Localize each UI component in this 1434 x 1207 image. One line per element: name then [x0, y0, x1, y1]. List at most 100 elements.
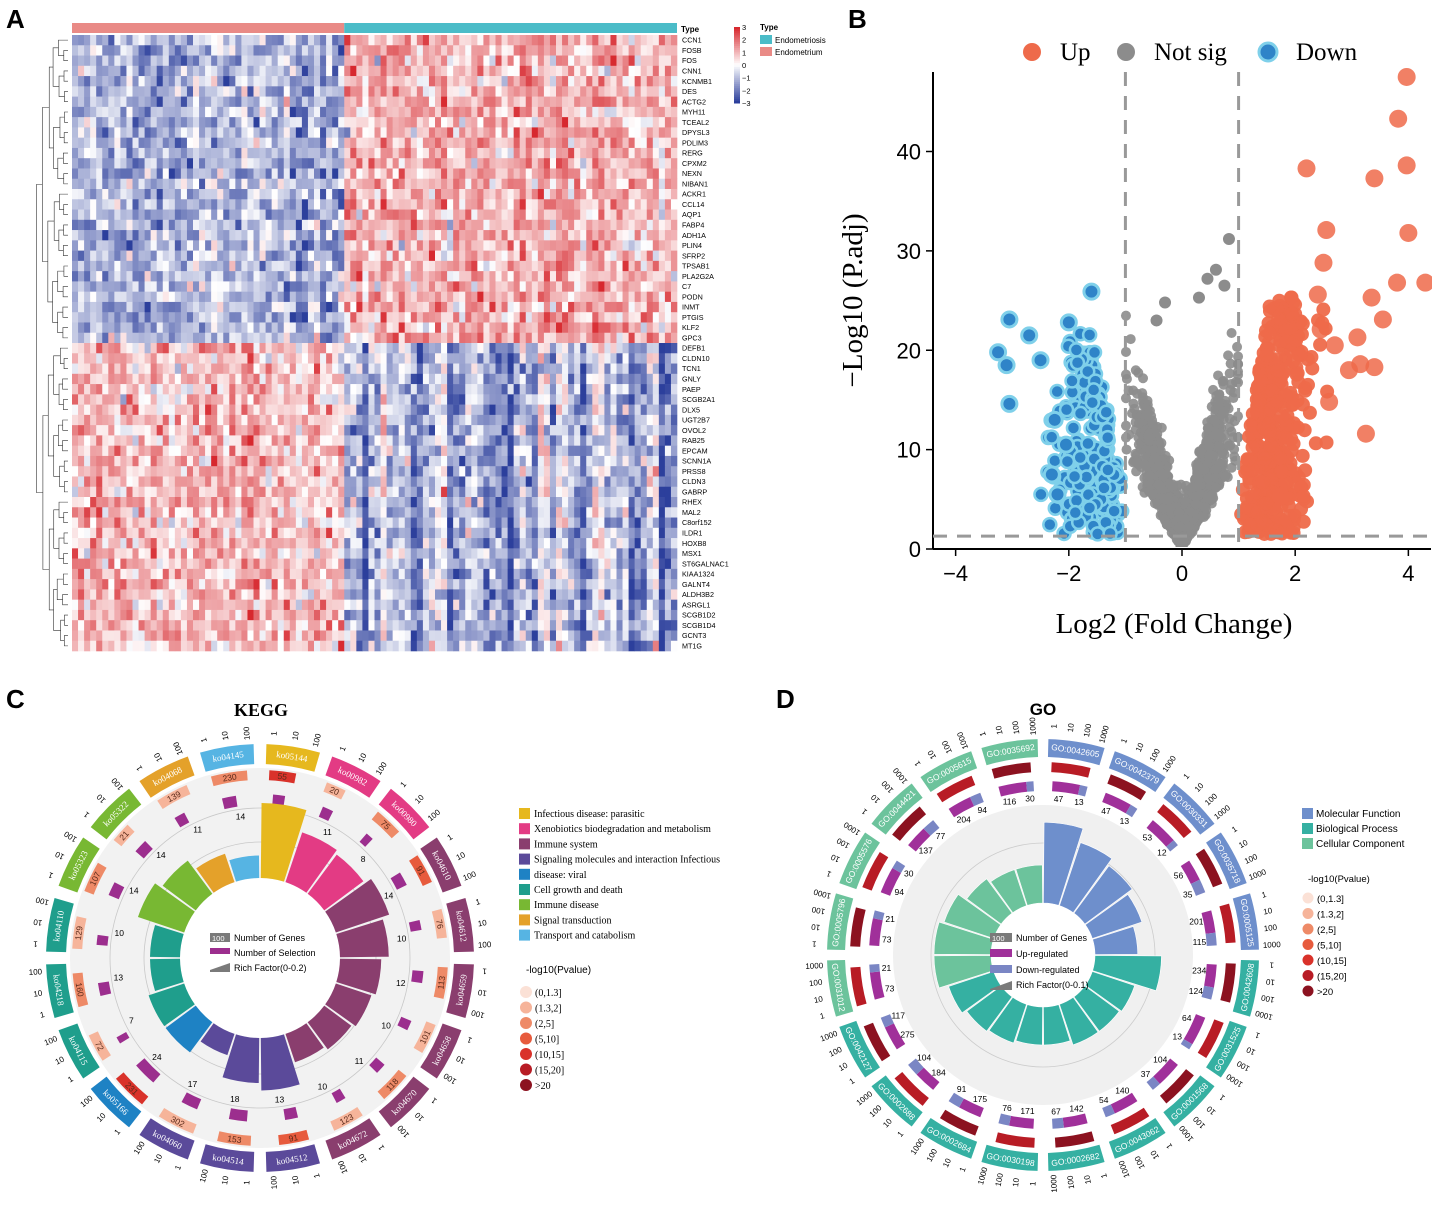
heatmap-cell: [435, 497, 442, 508]
heatmap-cell: [368, 189, 375, 200]
heatmap-cell: [453, 466, 460, 477]
heatmap-cell: [108, 507, 115, 518]
heatmap-cell: [664, 260, 672, 272]
heatmap-cell: [186, 394, 194, 405]
heatmap-cell: [162, 117, 170, 128]
heatmap-cell: [289, 76, 297, 87]
heatmap-cell: [168, 65, 176, 77]
heatmap-cell: [289, 260, 297, 272]
heatmap-cell: [459, 209, 466, 221]
heatmap-cell: [404, 425, 412, 436]
heatmap-cell: [507, 486, 514, 498]
heatmap-cell: [271, 353, 278, 364]
heatmap-cell: [670, 435, 678, 446]
heatmap-cell: [568, 45, 575, 56]
heatmap-cell: [356, 353, 363, 364]
heatmap-cell: [507, 127, 514, 138]
heatmap-cell: [320, 240, 327, 251]
heatmap-cell: [156, 538, 164, 549]
heatmap-cell: [465, 76, 472, 87]
heatmap-cell: [447, 96, 454, 108]
heatmap-cell: [549, 435, 557, 446]
heatmap-cell: [235, 384, 242, 395]
heatmap-cell: [235, 106, 242, 118]
heatmap-cell: [459, 271, 466, 282]
heatmap-cell: [435, 158, 442, 169]
heatmap-cell: [223, 425, 230, 436]
heatmap-cell: [392, 147, 399, 159]
heatmap-cell: [574, 168, 581, 180]
heatmap-cell: [96, 35, 103, 46]
heatmap-cell: [350, 404, 357, 416]
heatmap-cell: [199, 219, 206, 231]
heatmap-cell: [453, 127, 460, 138]
heatmap-cell: [199, 65, 206, 77]
heatmap-cell: [404, 404, 412, 416]
heatmap-cell: [156, 486, 164, 498]
heatmap-cell: [283, 322, 291, 334]
heatmap-cell: [507, 271, 514, 282]
heatmap-cell: [652, 45, 660, 56]
heatmap-cell: [586, 199, 593, 210]
heatmap-cell: [108, 363, 115, 375]
heatmap-cell: [247, 435, 254, 446]
heatmap-cell: [132, 86, 139, 97]
heatmap-cell: [501, 219, 508, 231]
heatmap-cell: [362, 76, 369, 87]
heatmap-cell: [622, 445, 629, 457]
heatmap-cell: [205, 435, 212, 446]
heatmap-cell: [531, 55, 539, 67]
heatmap-cell: [120, 137, 127, 149]
heatmap-cell: [108, 343, 115, 354]
heatmap-cell: [404, 394, 412, 405]
heatmap-cell: [586, 230, 593, 241]
heatmap-cell: [144, 435, 151, 446]
heatmap-cell: [271, 240, 278, 251]
heatmap-cell: [459, 455, 466, 467]
heatmap-cell: [199, 271, 206, 282]
heatmap-cell: [477, 271, 484, 282]
heatmap-cell: [307, 353, 315, 364]
heatmap-cell: [102, 363, 109, 375]
heatmap-cell: [441, 486, 448, 498]
heatmap-cell: [368, 373, 375, 385]
heatmap-cell: [265, 301, 272, 313]
heatmap-cell: [477, 127, 484, 138]
heatmap-cell: [483, 127, 490, 138]
heatmap-cell: [604, 230, 611, 241]
heatmap-cell: [156, 343, 164, 354]
heatmap-cell: [126, 497, 133, 508]
heatmap-cell: [640, 332, 648, 344]
heatmap-cell: [132, 240, 139, 251]
heatmap-cell: [622, 86, 629, 97]
heatmap-cell: [289, 65, 297, 77]
heatmap-cell: [507, 158, 514, 169]
heatmap-cell: [174, 394, 182, 405]
heatmap-cell: [410, 65, 418, 77]
heatmap-cell: [271, 158, 278, 169]
heatmap-cell: [338, 240, 345, 251]
heatmap-cell: [386, 466, 393, 477]
heatmap-cell: [150, 394, 157, 405]
heatmap-cell: [344, 55, 351, 67]
heatmap-cell: [556, 86, 563, 97]
heatmap-cell: [265, 281, 272, 292]
heatmap-cell: [471, 445, 478, 457]
heatmap-cell: [537, 363, 545, 375]
heatmap-cell: [78, 260, 85, 272]
heatmap-cell: [568, 435, 575, 446]
heatmap-cell: [622, 404, 629, 416]
heatmap-cell: [229, 404, 236, 416]
heatmap-cell: [253, 189, 260, 200]
heatmap-cell: [271, 384, 278, 395]
heatmap-cell: [96, 96, 103, 108]
heatmap-cell: [350, 158, 357, 169]
heatmap-cell: [314, 373, 321, 385]
heatmap-cell: [314, 260, 321, 272]
heatmap-cell: [501, 199, 508, 210]
heatmap-cell: [592, 117, 599, 128]
heatmap-cell: [477, 384, 484, 395]
heatmap-cell: [392, 168, 399, 180]
heatmap-cell: [568, 332, 575, 344]
heatmap-cell: [465, 250, 472, 262]
